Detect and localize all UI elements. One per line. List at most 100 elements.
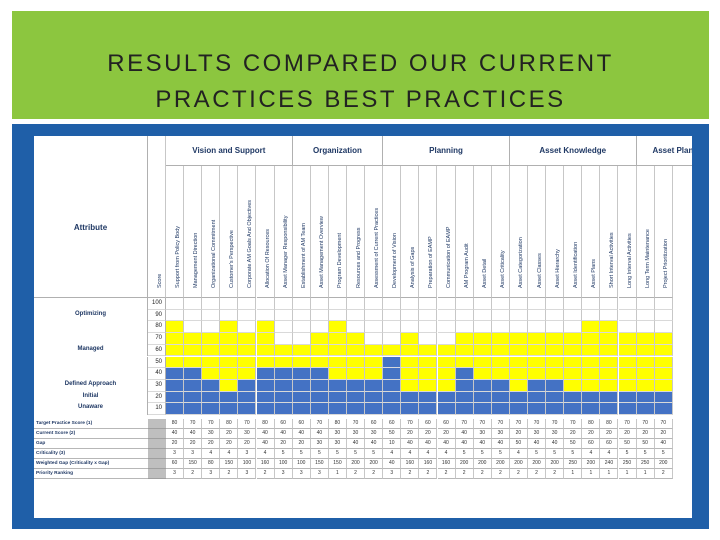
maturity-cell[interactable] [256, 391, 275, 404]
metric-cell[interactable]: 3 [166, 449, 185, 459]
maturity-cell[interactable] [310, 379, 329, 392]
metric-cell[interactable]: 5 [347, 449, 366, 459]
metric-cell[interactable]: 20 [202, 439, 221, 449]
maturity-cell[interactable] [347, 321, 366, 334]
metric-cell[interactable]: 5 [365, 449, 384, 459]
metric-cell[interactable]: 1 [618, 469, 637, 479]
maturity-cell[interactable] [238, 298, 257, 310]
maturity-cell[interactable] [292, 344, 311, 357]
maturity-cell[interactable] [636, 403, 655, 415]
metric-cell[interactable]: 30 [310, 439, 329, 449]
maturity-cell[interactable] [238, 333, 257, 345]
maturity-cell[interactable] [401, 403, 420, 415]
maturity-cell[interactable] [546, 333, 565, 345]
maturity-cell[interactable] [310, 321, 329, 334]
metric-cell[interactable]: 5 [310, 449, 329, 459]
maturity-cell[interactable] [437, 356, 456, 369]
metric-cell[interactable]: 40 [274, 429, 293, 439]
column-header[interactable]: Establishment of AM Team [292, 166, 311, 298]
metric-cell[interactable]: 50 [509, 439, 528, 449]
metric-cell[interactable]: 20 [600, 429, 619, 439]
maturity-cell[interactable] [636, 321, 655, 334]
metric-cell[interactable]: 20 [564, 429, 583, 439]
metric-cell[interactable]: 40 [184, 429, 203, 439]
maturity-cell[interactable] [437, 298, 456, 310]
metric-cell[interactable]: 200 [455, 459, 474, 469]
maturity-cell[interactable] [274, 356, 293, 369]
maturity-cell[interactable] [166, 309, 185, 322]
metric-cell[interactable]: 80 [328, 419, 347, 429]
maturity-cell[interactable] [564, 403, 583, 415]
maturity-cell[interactable] [256, 368, 275, 380]
maturity-cell[interactable] [365, 356, 384, 369]
maturity-cell[interactable] [491, 368, 510, 380]
maturity-cell[interactable] [491, 391, 510, 404]
maturity-cell[interactable] [509, 321, 528, 334]
maturity-cell[interactable] [292, 379, 311, 392]
maturity-cell[interactable] [509, 298, 528, 310]
metric-cell[interactable]: 40 [347, 439, 366, 449]
maturity-cell[interactable] [600, 368, 619, 380]
maturity-cell[interactable] [328, 379, 347, 392]
maturity-cell[interactable] [238, 368, 257, 380]
maturity-cell[interactable] [347, 356, 366, 369]
metric-cell[interactable]: 50 [383, 429, 402, 439]
maturity-cell[interactable] [383, 333, 402, 345]
column-header[interactable]: Analysis of Gaps [401, 166, 420, 298]
maturity-cell[interactable] [582, 309, 601, 322]
maturity-cell[interactable] [202, 356, 221, 369]
maturity-cell[interactable] [491, 298, 510, 310]
metric-cell[interactable]: 40 [455, 429, 474, 439]
column-header[interactable]: Long Interval Activities [618, 166, 637, 298]
maturity-cell[interactable] [636, 298, 655, 310]
maturity-cell[interactable] [328, 298, 347, 310]
maturity-cell[interactable] [546, 403, 565, 415]
maturity-cell[interactable] [564, 344, 583, 357]
maturity-cell[interactable] [166, 356, 185, 369]
metric-cell[interactable]: 70 [564, 419, 583, 429]
maturity-cell[interactable] [184, 368, 203, 380]
maturity-cell[interactable] [365, 321, 384, 334]
maturity-cell[interactable] [636, 356, 655, 369]
metric-cell[interactable]: 30 [546, 429, 565, 439]
maturity-cell[interactable] [473, 391, 492, 404]
metric-cell[interactable]: 20 [419, 429, 438, 439]
maturity-cell[interactable] [256, 379, 275, 392]
maturity-cell[interactable] [419, 298, 438, 310]
maturity-cell[interactable] [546, 379, 565, 392]
metric-cell[interactable]: 4 [582, 449, 601, 459]
maturity-cell[interactable] [437, 391, 456, 404]
maturity-cell[interactable] [220, 391, 239, 404]
metric-cell[interactable]: 100 [238, 459, 257, 469]
metric-cell[interactable]: 2 [184, 469, 203, 479]
metric-cell[interactable]: 40 [365, 439, 384, 449]
maturity-cell[interactable] [564, 333, 583, 345]
maturity-cell[interactable] [419, 356, 438, 369]
metric-cell[interactable]: 20 [292, 439, 311, 449]
maturity-cell[interactable] [274, 344, 293, 357]
maturity-cell[interactable] [509, 379, 528, 392]
maturity-cell[interactable] [401, 368, 420, 380]
maturity-cell[interactable] [184, 379, 203, 392]
maturity-cell[interactable] [166, 321, 185, 334]
column-header[interactable]: Management Direction [184, 166, 203, 298]
maturity-cell[interactable] [347, 403, 366, 415]
metric-cell[interactable]: 1 [636, 469, 655, 479]
maturity-cell[interactable] [184, 356, 203, 369]
metric-cell[interactable]: 3 [383, 469, 402, 479]
maturity-cell[interactable] [310, 309, 329, 322]
metric-cell[interactable]: 1 [564, 469, 583, 479]
metric-cell[interactable]: 2 [220, 469, 239, 479]
column-header[interactable]: Resources and Progress [347, 166, 366, 298]
maturity-cell[interactable] [274, 379, 293, 392]
maturity-cell[interactable] [509, 333, 528, 345]
maturity-cell[interactable] [274, 298, 293, 310]
metric-cell[interactable]: 20 [509, 429, 528, 439]
maturity-cell[interactable] [582, 321, 601, 334]
metric-cell[interactable]: 2 [491, 469, 510, 479]
maturity-cell[interactable] [347, 368, 366, 380]
metric-cell[interactable]: 60 [383, 419, 402, 429]
maturity-cell[interactable] [491, 321, 510, 334]
maturity-cell[interactable] [238, 309, 257, 322]
maturity-cell[interactable] [292, 333, 311, 345]
